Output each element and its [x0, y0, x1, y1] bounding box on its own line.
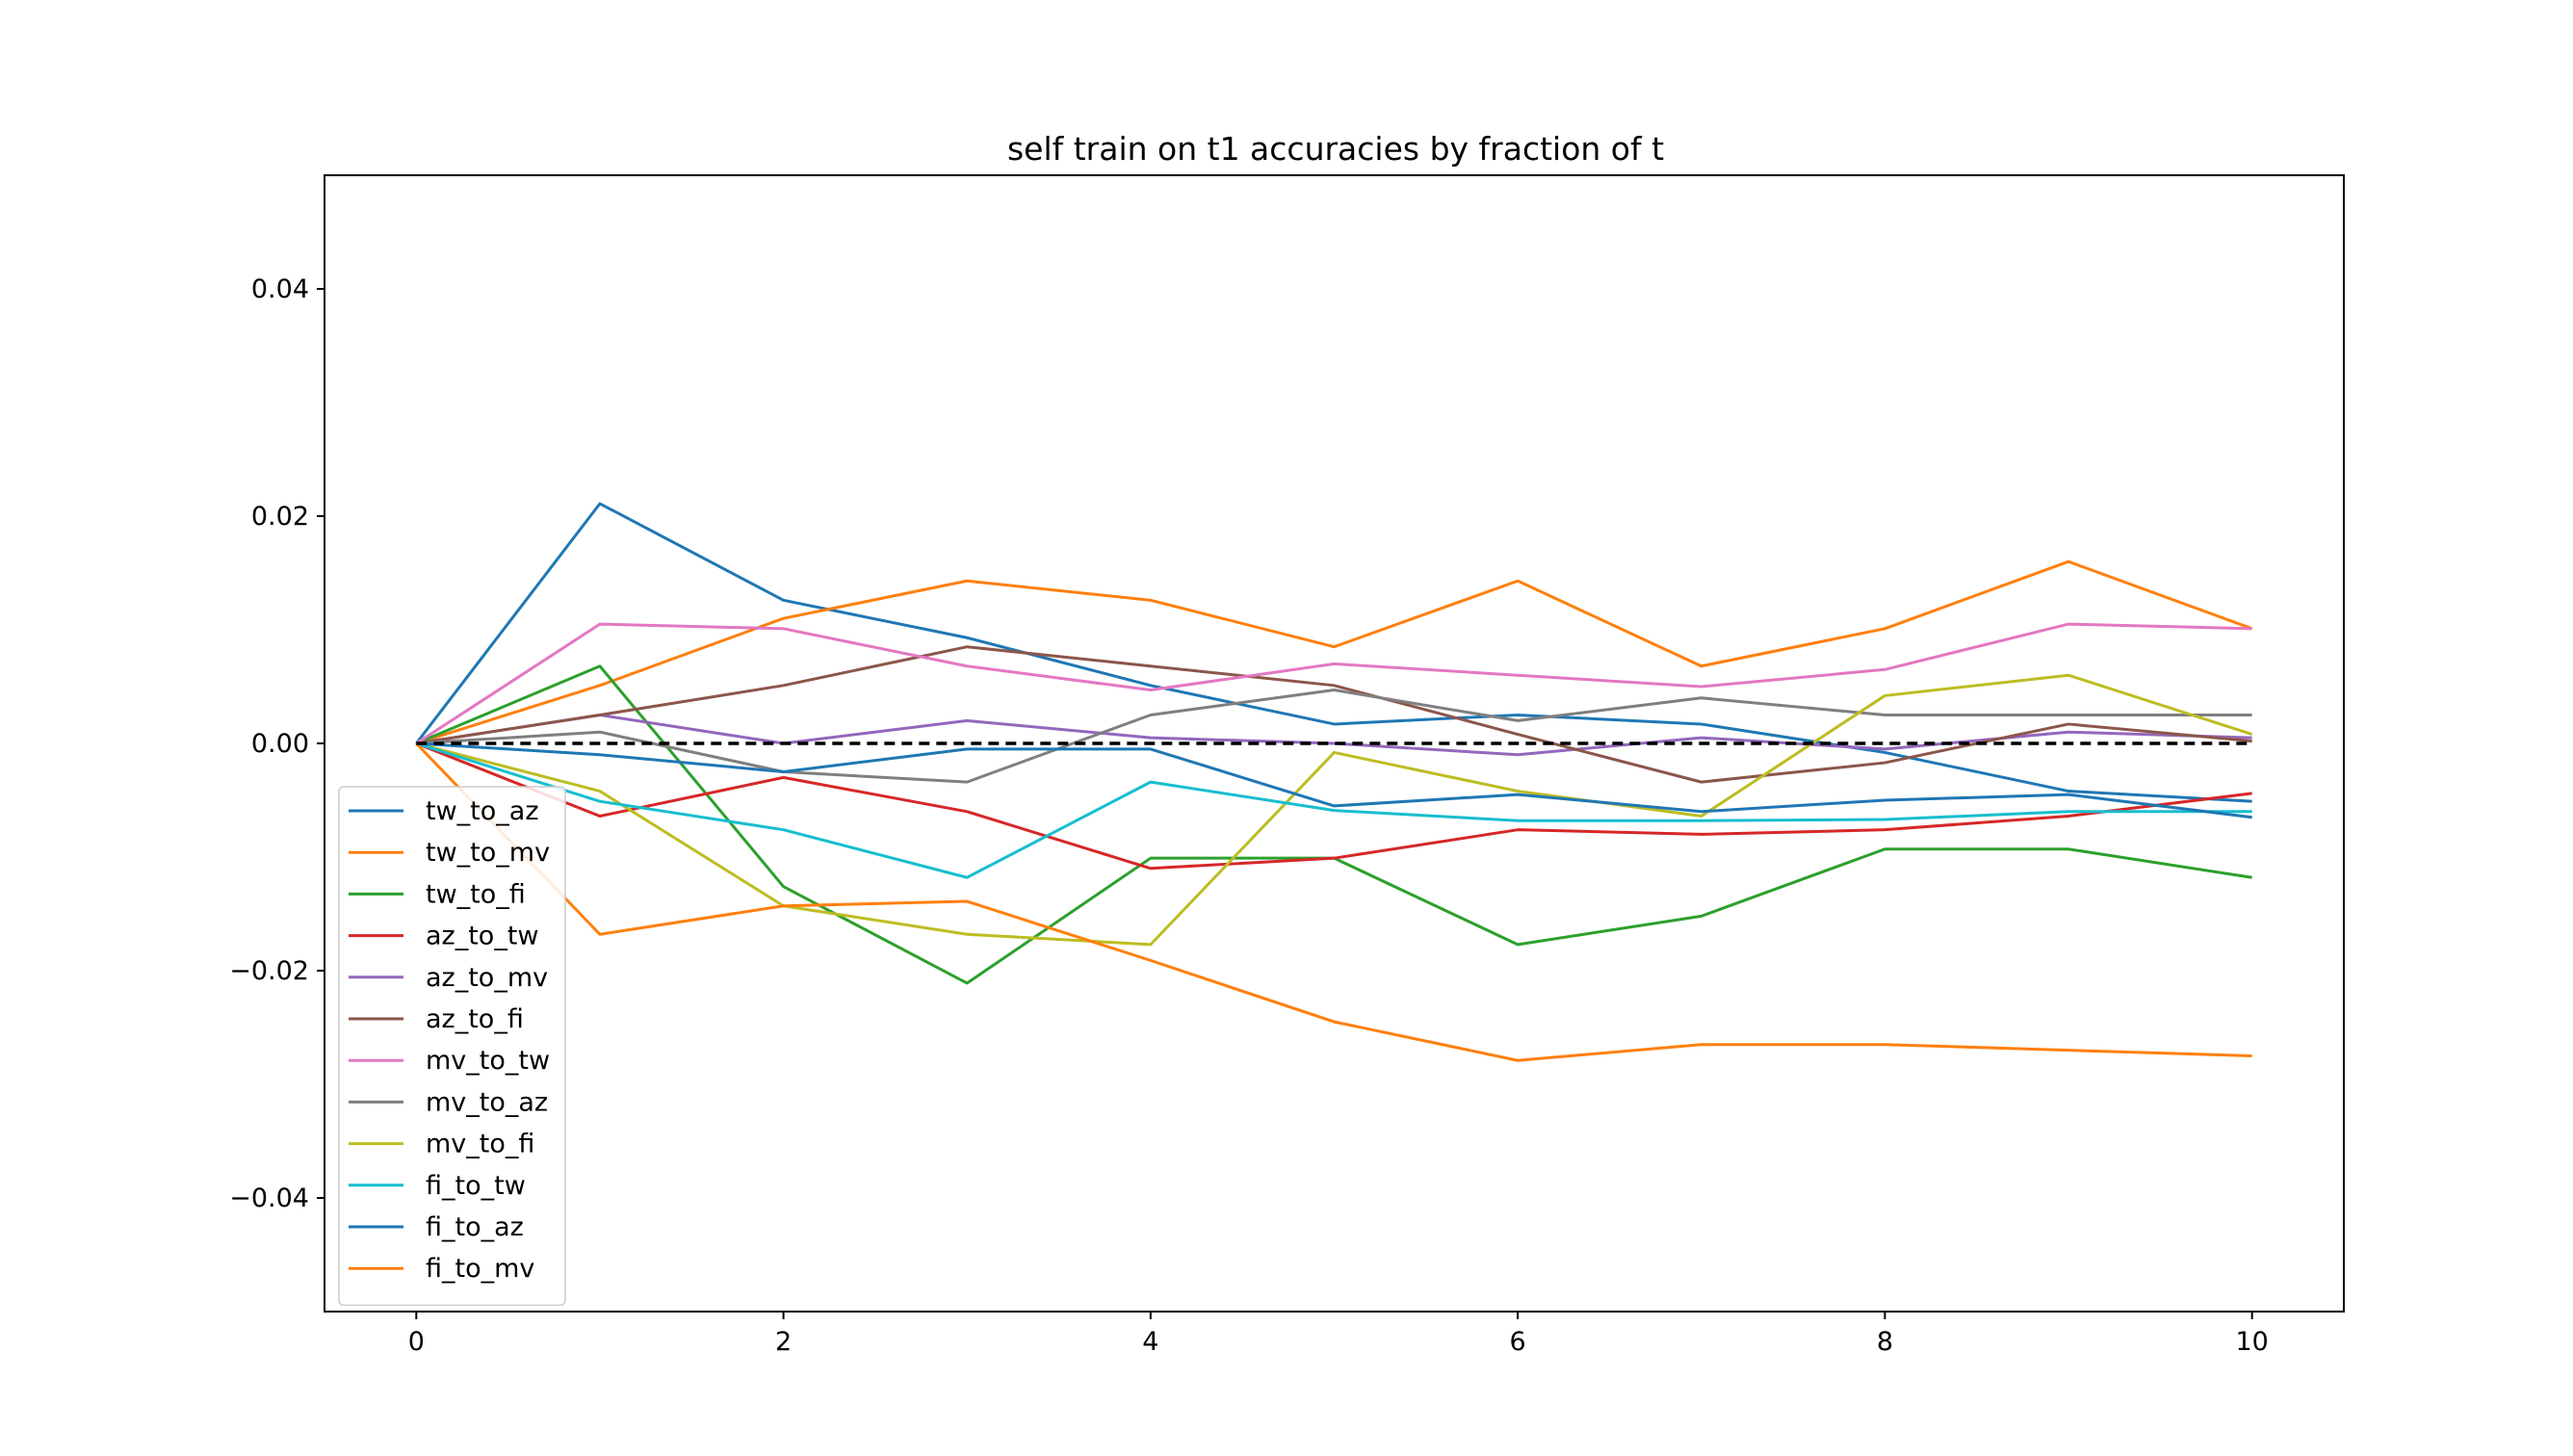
- series-line-tw_to_mv: [415, 559, 2253, 745]
- x-tick-label: 6: [1510, 1327, 1526, 1357]
- y-tick-label: −0.02: [229, 956, 309, 986]
- legend: tw_to_az tw_to_mv tw_to_fi az_to_tw az_to_mv…: [338, 786, 566, 1307]
- legend-label: az_to_mv: [426, 963, 548, 993]
- legend-label: tw_to_mv: [426, 838, 550, 868]
- series-line-mv_to_fi: [415, 673, 2253, 947]
- y-tick-label: 0.02: [251, 502, 309, 532]
- legend-label: mv_to_az: [426, 1087, 548, 1117]
- legend-label: tw_to_az: [426, 796, 539, 826]
- legend-label: az_to_fi: [426, 1004, 524, 1034]
- legend-label: fi_to_az: [426, 1212, 524, 1242]
- legend-label: mv_to_fi: [426, 1130, 534, 1159]
- x-tick-label: 4: [1142, 1327, 1158, 1357]
- y-tick-label: 0.00: [251, 729, 309, 759]
- series-line-mv_to_az: [416, 689, 2252, 784]
- legend-box: [338, 786, 566, 1307]
- legend-label: az_to_tw: [426, 922, 539, 951]
- series-line-fi_to_az: [416, 741, 2252, 819]
- series-line-tw_to_az: [415, 502, 2252, 803]
- series-line-mv_to_tw: [415, 622, 2252, 745]
- x-tick-label: 0: [408, 1327, 425, 1357]
- series-line-fi_to_mv: [415, 741, 2252, 1062]
- x-tick-label: 10: [2236, 1327, 2269, 1357]
- y-tick-label: −0.04: [229, 1183, 309, 1213]
- series-line-fi_to_tw: [415, 741, 2252, 879]
- legend-label: mv_to_tw: [426, 1046, 550, 1076]
- series-layer: [415, 502, 2253, 1062]
- series-line-az_to_fi: [416, 645, 2252, 784]
- x-tick-label: 2: [775, 1327, 792, 1357]
- ticks-layer: 0 2 4 6 8 10 0.04 0.02 0.00 −0.02 −0.04: [229, 274, 2269, 1357]
- chart-title: self train on t1 accuracies by fraction …: [1007, 130, 1664, 168]
- legend-label: fi_to_tw: [426, 1171, 526, 1201]
- legend-label: fi_to_mv: [426, 1254, 534, 1284]
- series-line-az_to_tw: [415, 741, 2252, 871]
- y-tick-label: 0.04: [251, 274, 309, 304]
- x-tick-label: 8: [1877, 1327, 1893, 1357]
- legend-label: tw_to_fi: [426, 879, 526, 909]
